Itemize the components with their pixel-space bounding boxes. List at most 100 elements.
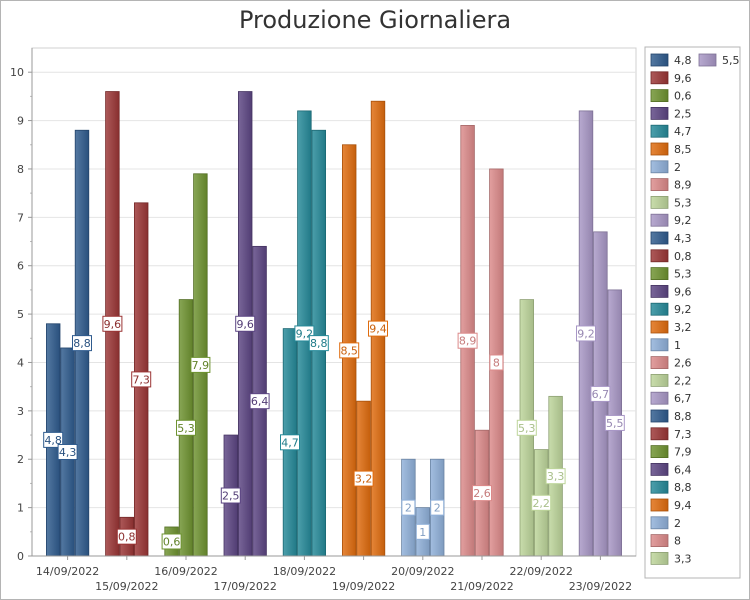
legend-swatch xyxy=(650,373,669,387)
data-label-box xyxy=(308,335,329,352)
legend-swatch xyxy=(650,178,669,192)
data-label-box xyxy=(531,494,552,511)
data-label: 1 xyxy=(419,526,426,539)
legend-swatch xyxy=(650,71,669,85)
data-label-box xyxy=(590,385,611,402)
x-tick-label: 21/09/2022 xyxy=(450,580,513,593)
legend-label: 7,9 xyxy=(674,446,692,459)
x-tick-label: 14/09/2022 xyxy=(36,565,99,578)
data-label: 4,3 xyxy=(59,446,77,459)
legend-label: 0,8 xyxy=(674,250,692,263)
legend-swatch xyxy=(650,142,669,156)
data-label: 6,4 xyxy=(251,395,269,408)
legend-swatch xyxy=(650,302,669,316)
x-tick-label: 17/09/2022 xyxy=(213,580,276,593)
legend-swatch xyxy=(650,391,669,405)
data-label-box xyxy=(516,419,537,436)
y-tick-label: 7 xyxy=(17,211,24,224)
y-tick-label: 2 xyxy=(17,453,24,466)
legend-label: 2,5 xyxy=(674,107,692,120)
data-label-box xyxy=(415,523,430,540)
data-label-box xyxy=(457,332,478,349)
x-tick-label: 16/09/2022 xyxy=(154,565,217,578)
legend-label: 6,4 xyxy=(674,463,692,476)
legend-label: 4,3 xyxy=(674,232,692,245)
data-label: 4,8 xyxy=(44,434,62,447)
data-label-box xyxy=(131,371,152,388)
legend-swatch xyxy=(650,231,669,245)
data-label: 2,5 xyxy=(222,490,240,503)
legend-swatch xyxy=(650,516,669,530)
data-label: 9,4 xyxy=(369,323,387,336)
y-tick-label: 3 xyxy=(17,405,24,418)
data-label: 8,5 xyxy=(340,344,358,357)
data-label: 0,8 xyxy=(118,531,136,544)
legend-label: 0,6 xyxy=(674,90,692,103)
data-label-box xyxy=(339,342,360,359)
data-labels: 4,84,3 8,8 9,6 0,8 7,3 0,6 5,3 7,9 2,5 9,6 6,4 4,7 9… xyxy=(43,315,625,550)
legend-label: 5,3 xyxy=(674,268,692,281)
legend-swatch xyxy=(650,498,669,512)
legend-swatch xyxy=(650,445,669,459)
legend-swatch xyxy=(650,552,669,565)
data-label: 9,2 xyxy=(577,327,595,340)
legend-swatch xyxy=(650,284,669,298)
legend-label: 5,3 xyxy=(674,196,692,209)
data-label: 2,6 xyxy=(473,487,491,500)
legend: 4,8 9,6 0,6 2,5 4,7 8,5 2 8,9 5,3 9,2 4,3 0,8 5,3 9,6… xyxy=(644,46,741,579)
legend-swatch xyxy=(650,427,669,441)
legend-label: 8,9 xyxy=(674,179,692,192)
data-label-box xyxy=(353,470,374,487)
data-label-box xyxy=(176,419,196,436)
data-label-box xyxy=(161,533,182,550)
data-label: 7,3 xyxy=(132,373,150,386)
data-label: 8,8 xyxy=(73,337,91,350)
data-label-box xyxy=(430,499,445,516)
legend-label: 9,2 xyxy=(674,214,692,227)
data-label-box xyxy=(72,335,92,352)
data-label-box xyxy=(280,434,300,451)
axes: 01234567891014/09/202215/09/202216/09/20… xyxy=(10,48,636,593)
legend-label: 9,4 xyxy=(674,499,692,512)
data-label: 8,9 xyxy=(459,335,477,348)
data-label-box xyxy=(401,499,416,516)
legend-label: 3,3 xyxy=(674,552,692,565)
data-label: 8,8 xyxy=(310,337,328,350)
legend-swatch xyxy=(650,213,669,227)
legend-swatch xyxy=(650,267,669,281)
legend-swatch xyxy=(650,409,669,423)
data-label: 9,2 xyxy=(296,327,314,340)
data-label: 7,9 xyxy=(192,359,210,372)
legend-swatch xyxy=(650,462,669,476)
legend-swatch xyxy=(650,356,669,370)
x-tick-label: 20/09/2022 xyxy=(391,565,454,578)
legend-label: 8,8 xyxy=(674,481,692,494)
legend-label: 9,2 xyxy=(674,303,692,316)
legend-swatch xyxy=(650,195,669,209)
x-tick-label: 15/09/2022 xyxy=(95,580,158,593)
data-label: 4,7 xyxy=(281,436,299,449)
legend-label: 6,7 xyxy=(674,392,692,405)
legend-label: 1 xyxy=(674,339,681,352)
data-label: 6,7 xyxy=(592,388,610,401)
legend-label: 3,2 xyxy=(674,321,692,334)
y-tick-label: 4 xyxy=(17,356,24,369)
y-tick-label: 5 xyxy=(17,308,24,321)
data-label-box xyxy=(249,393,270,410)
y-tick-label: 1 xyxy=(17,502,24,515)
data-label: 0,6 xyxy=(163,535,181,548)
data-label: 2 xyxy=(434,502,441,515)
y-tick-label: 6 xyxy=(17,260,24,273)
data-label: 3,2 xyxy=(355,473,373,486)
data-label-box xyxy=(235,315,256,332)
y-tick-label: 0 xyxy=(17,550,24,563)
x-tick-label: 22/09/2022 xyxy=(509,565,572,578)
data-label-box xyxy=(489,354,504,371)
y-tick-label: 10 xyxy=(10,66,24,79)
data-label-box xyxy=(472,485,492,502)
legend-label: 8,8 xyxy=(674,410,692,423)
legend-swatch xyxy=(650,480,669,494)
legend-label: 8,5 xyxy=(674,143,692,156)
data-label: 9,6 xyxy=(104,318,122,331)
legend-label: 2,2 xyxy=(674,374,692,387)
